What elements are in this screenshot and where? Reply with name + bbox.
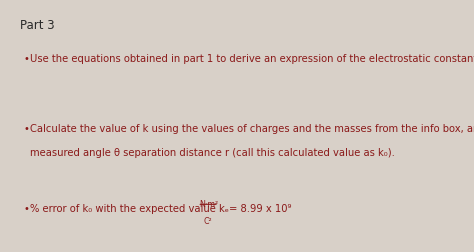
Text: •: • [24, 203, 30, 213]
Text: measured angle θ separation distance r (call this calculated value as k₀).: measured angle θ separation distance r (… [29, 147, 394, 157]
Text: •: • [24, 54, 30, 64]
Text: % error of k₀ with the expected value kₑ= 8.99 x 10⁹: % error of k₀ with the expected value kₑ… [29, 203, 294, 213]
Text: Use the equations obtained in part 1 to derive an expression of the electrostati: Use the equations obtained in part 1 to … [29, 54, 474, 64]
Text: N·m²: N·m² [199, 200, 218, 208]
Text: Part 3: Part 3 [19, 19, 55, 32]
Text: C²: C² [203, 216, 212, 225]
Text: Calculate the value of k using the values of charges and the masses from the inf: Calculate the value of k using the value… [29, 123, 474, 134]
Text: •: • [24, 123, 30, 134]
